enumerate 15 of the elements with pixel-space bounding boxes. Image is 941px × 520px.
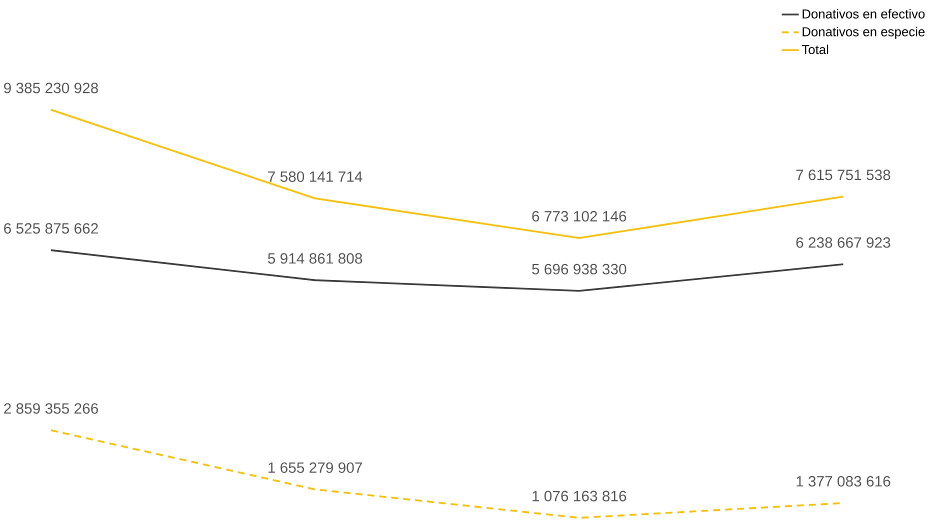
data-label: 7 615 751 538	[796, 170, 890, 180]
data-label: 1 076 163 816	[532, 490, 626, 502]
data-label: 1 655 279 907	[268, 462, 362, 473]
data-label: 6 525 875 662	[4, 223, 98, 234]
data-label: 5 914 861 808	[268, 253, 362, 264]
data-label: 6 238 667 923	[796, 237, 890, 248]
data-label: 2 859 355 266	[4, 403, 98, 414]
data-label: 5 696 938 330	[532, 264, 626, 274]
data-label: 7 580 141 714	[268, 171, 362, 182]
legend-label: Total	[802, 44, 828, 54]
data-label: 6 773 102 146	[532, 211, 626, 222]
legend-label: Donativos en efectivo	[802, 9, 925, 19]
legend-label: Donativos en especie	[802, 26, 925, 39]
data-label: 1 377 083 616	[796, 476, 890, 487]
data-label: 9 385 230 928	[4, 82, 98, 94]
